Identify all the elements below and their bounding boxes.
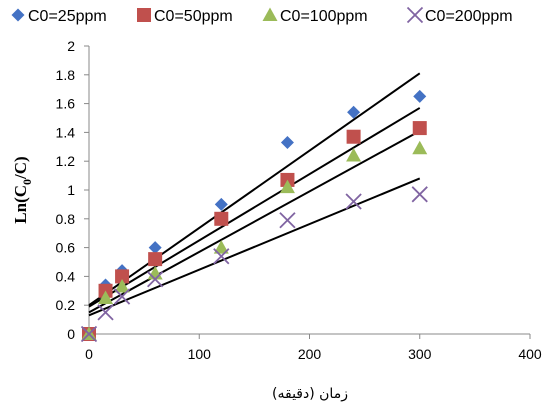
point-diamond [148, 241, 162, 255]
point-x [411, 186, 428, 203]
point-x [279, 212, 296, 229]
y-axis-label: Ln(C0/C) [11, 156, 34, 223]
point-square [412, 121, 427, 136]
y-tick-label: 0.8 [56, 211, 76, 227]
y-tick-label: 1.6 [56, 96, 76, 112]
trendline-triangle [88, 130, 421, 314]
point-triangle [346, 147, 362, 162]
y-tick-label: 2 [67, 38, 75, 54]
point-triangle [98, 290, 114, 304]
point-triangle [279, 179, 295, 194]
legend-marker-x [406, 6, 424, 24]
data-points [80, 89, 428, 343]
point-diamond [280, 135, 294, 149]
legend-label: C0=100ppm [280, 8, 368, 25]
point-x [97, 304, 114, 321]
point-triangle [114, 278, 130, 293]
point-diamond [413, 89, 427, 103]
legend-item: C0=100ppm [262, 7, 368, 25]
legend-label: C0=200ppm [425, 8, 513, 25]
point-square [115, 269, 130, 284]
point-x [147, 271, 164, 288]
legend-marker-diamond [11, 8, 25, 22]
x-tick-label: 200 [298, 346, 322, 362]
x-tick-label: 300 [408, 346, 432, 362]
legend-marker-triangle [262, 7, 278, 21]
legend-label: C0=50ppm [154, 8, 233, 25]
point-diamond [347, 105, 361, 119]
y-tick-label: 0 [67, 326, 75, 342]
point-x [113, 288, 131, 305]
y-tick-label: 1 [67, 182, 75, 198]
legend-item: C0=200ppm [406, 6, 513, 25]
y-tick-label: 0.2 [56, 297, 76, 313]
y-tick-label: 0.6 [56, 240, 76, 256]
point-diamond [214, 197, 228, 211]
point-x [345, 193, 362, 210]
legend-item: C0=25ppm [11, 8, 107, 25]
point-square [346, 129, 361, 144]
x-tick-label: 0 [85, 346, 93, 362]
axes: 0 100 200 300 400 0 0.2 0.4 0.6 0.8 1 1.2 1.4 1.6 1.8 2 [56, 38, 542, 362]
y-tick-label: 1.4 [56, 124, 76, 140]
point-square [148, 252, 163, 267]
y-tick-label: 0.4 [56, 268, 76, 284]
point-x [213, 248, 230, 265]
y-tick-label: 1.2 [56, 153, 76, 169]
x-axis-label: زمان (دقیقه) [272, 386, 348, 402]
x-tick-label: 100 [188, 346, 212, 362]
x-tick-label: 400 [518, 346, 542, 362]
point-square [214, 211, 229, 226]
legend-label: C0=25ppm [28, 8, 107, 25]
point-triangle [213, 240, 229, 254]
trendlines [88, 72, 421, 317]
trendline-x [88, 177, 421, 317]
legend: C0=25ppm C0=50ppm C0=100ppm C0=200ppm [11, 6, 513, 25]
point-x [80, 325, 98, 343]
y-tick-label: 1.8 [56, 67, 76, 83]
trendline-diamond [88, 72, 421, 307]
point-triangle [412, 140, 428, 155]
trendline-square [88, 107, 421, 308]
legend-item: C0=50ppm [137, 8, 233, 25]
legend-marker-square [137, 8, 151, 22]
